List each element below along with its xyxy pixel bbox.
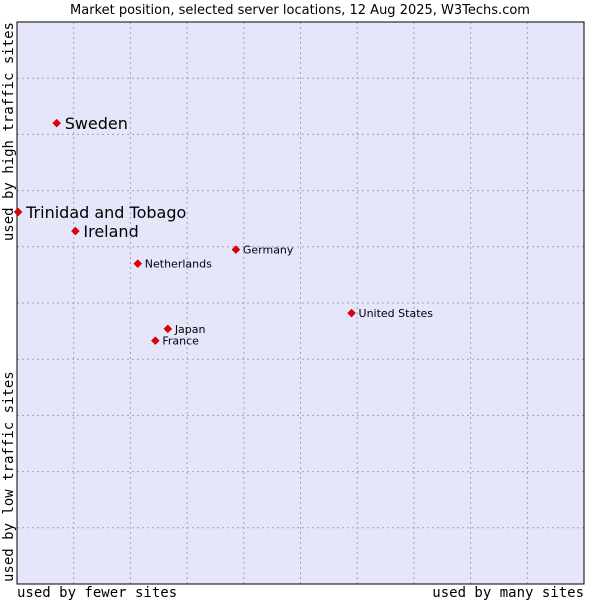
point-marker xyxy=(52,118,62,128)
data-point-sweden: Sweden xyxy=(52,114,128,133)
y-axis-label-top: used by high traffic sites xyxy=(1,22,17,241)
point-marker xyxy=(133,259,143,269)
data-point-netherlands: Netherlands xyxy=(133,258,212,271)
point-label: United States xyxy=(359,307,434,320)
point-marker xyxy=(347,308,356,318)
point-marker xyxy=(231,245,241,254)
point-marker xyxy=(13,207,23,217)
data-point-ireland: Ireland xyxy=(71,222,139,241)
point-label: Sweden xyxy=(65,114,128,133)
point-marker xyxy=(163,324,173,334)
data-point-germany: Germany xyxy=(231,244,294,257)
data-point-japan: Japan xyxy=(163,323,206,336)
point-label: Germany xyxy=(243,244,294,257)
point-label: France xyxy=(162,335,199,348)
x-axis-label-right: used by many sites xyxy=(432,585,584,600)
chart-title: Market position, selected server locatio… xyxy=(70,3,530,18)
data-point-trinidad-and-tobago: Trinidad and Tobago xyxy=(13,203,186,222)
point-label: Ireland xyxy=(83,222,138,241)
point-marker xyxy=(150,336,160,346)
plot-border xyxy=(16,21,585,585)
data-point-france: France xyxy=(150,335,199,348)
x-axis-label-left: used by fewer sites xyxy=(17,585,177,600)
grid-lines xyxy=(17,22,584,584)
point-label: Netherlands xyxy=(145,258,212,271)
point-label: Trinidad and Tobago xyxy=(25,203,186,222)
point-label: Japan xyxy=(174,323,206,336)
data-point-united-states: United States xyxy=(347,307,434,320)
point-marker xyxy=(71,226,80,236)
y-axis-label-bottom: used by low traffic sites xyxy=(1,371,17,582)
